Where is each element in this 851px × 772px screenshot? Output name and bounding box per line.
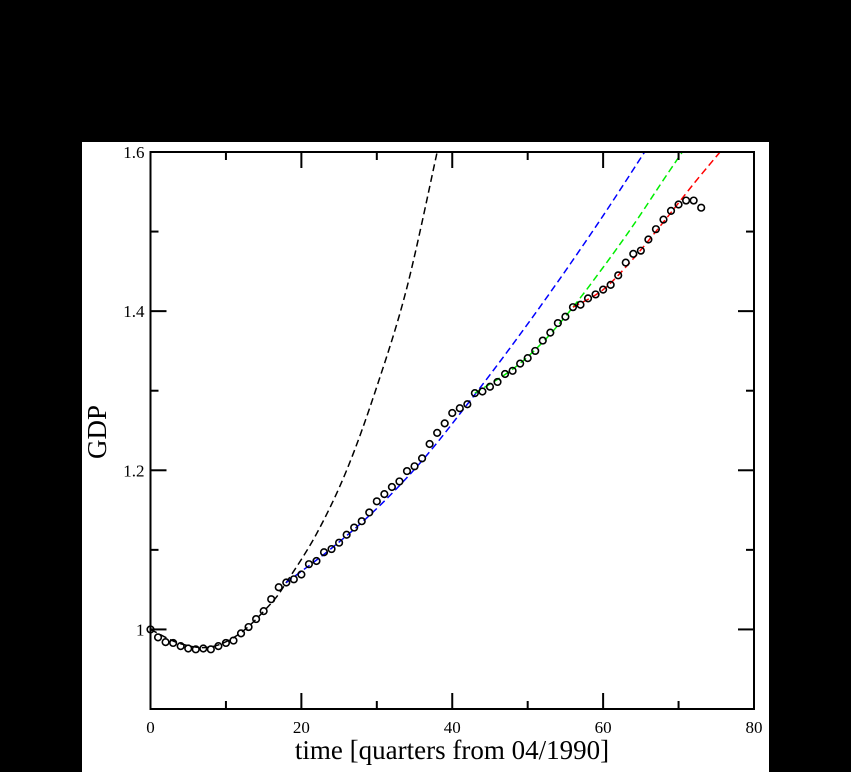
x-tick-label: 60 (595, 718, 612, 737)
data-point (267, 595, 276, 604)
data-point (244, 622, 253, 632)
tick-labels: 0 20 40 60 80 1 1.2 1.4 1.6 (123, 143, 762, 737)
data-point (380, 490, 389, 499)
data-point (342, 530, 351, 539)
x-tick-label: 80 (746, 718, 763, 737)
data-point (659, 215, 668, 224)
data-point (508, 366, 517, 375)
fit-line-fit-4 (572, 152, 721, 308)
data-point (410, 462, 419, 471)
x-tick-label: 20 (293, 718, 310, 737)
plot-border (149, 151, 755, 710)
data-point (614, 271, 623, 280)
data-point (221, 638, 231, 648)
y-tick-label: 1 (136, 620, 145, 639)
fit-line-fit-2 (285, 152, 646, 584)
data-point (176, 642, 185, 651)
data-point (417, 454, 427, 463)
data-point (425, 439, 434, 449)
data-point (455, 404, 464, 413)
data-point (214, 642, 223, 651)
data-point (568, 303, 578, 312)
data-point (591, 290, 600, 299)
data-point (395, 477, 404, 486)
data-point (606, 280, 615, 289)
data-point (561, 312, 570, 321)
data-point (387, 482, 397, 492)
data-markers (146, 196, 706, 654)
data-point (478, 387, 487, 396)
data-point (334, 538, 344, 547)
data-point (682, 196, 691, 205)
data-point (651, 225, 661, 234)
data-point (576, 300, 585, 309)
data-point (546, 328, 555, 337)
data-point (327, 544, 336, 554)
data-point (689, 196, 698, 205)
data-point (531, 346, 540, 356)
data-point (553, 318, 562, 328)
data-point (666, 206, 676, 215)
data-point (583, 294, 593, 303)
data-point (485, 382, 495, 391)
data-point (629, 249, 638, 258)
data-point (636, 246, 645, 255)
x-tick-label: 0 (146, 718, 155, 737)
data-point (599, 285, 608, 294)
plot-frame (149, 151, 755, 710)
data-point (274, 583, 283, 592)
data-point (470, 389, 479, 398)
data-point (350, 523, 359, 532)
data-point (289, 575, 298, 584)
data-point (184, 644, 193, 653)
data-point (500, 369, 510, 379)
data-point (236, 629, 246, 638)
data-point (365, 508, 374, 517)
data-point (621, 258, 630, 267)
data-point (440, 419, 449, 428)
data-point (523, 353, 532, 363)
data-point (516, 359, 525, 368)
fit-curves (150, 152, 721, 649)
data-point (319, 548, 329, 557)
data-point (297, 570, 306, 579)
data-point (312, 556, 321, 566)
data-point (402, 466, 412, 476)
data-point (229, 636, 238, 645)
data-point (161, 638, 170, 647)
data-point (463, 400, 472, 409)
data-point (433, 428, 442, 437)
y-axis-label: GDP (82, 405, 112, 459)
data-point (199, 644, 208, 653)
data-point (206, 645, 215, 654)
data-point (493, 377, 502, 387)
data-point (304, 560, 314, 569)
fit-line-fit-1 (150, 152, 438, 649)
data-point (191, 645, 200, 654)
data-point (252, 614, 261, 624)
data-point (697, 203, 706, 212)
data-point (153, 633, 163, 642)
data-point (372, 497, 381, 506)
data-point (169, 638, 178, 648)
data-point (282, 578, 291, 587)
y-tick-label: 1.2 (123, 461, 144, 480)
data-point (259, 607, 268, 616)
data-point (674, 200, 683, 209)
x-axis-label: time [quarters from 04/1990] (295, 735, 609, 765)
data-point (538, 336, 547, 345)
data-point (448, 408, 457, 418)
y-tick-label: 1.6 (123, 143, 144, 162)
fit-line-fit-3 (474, 152, 683, 394)
x-tick-label: 40 (444, 718, 461, 737)
data-point (644, 235, 653, 244)
y-tick-label: 1.4 (123, 302, 145, 321)
data-point (357, 517, 366, 526)
